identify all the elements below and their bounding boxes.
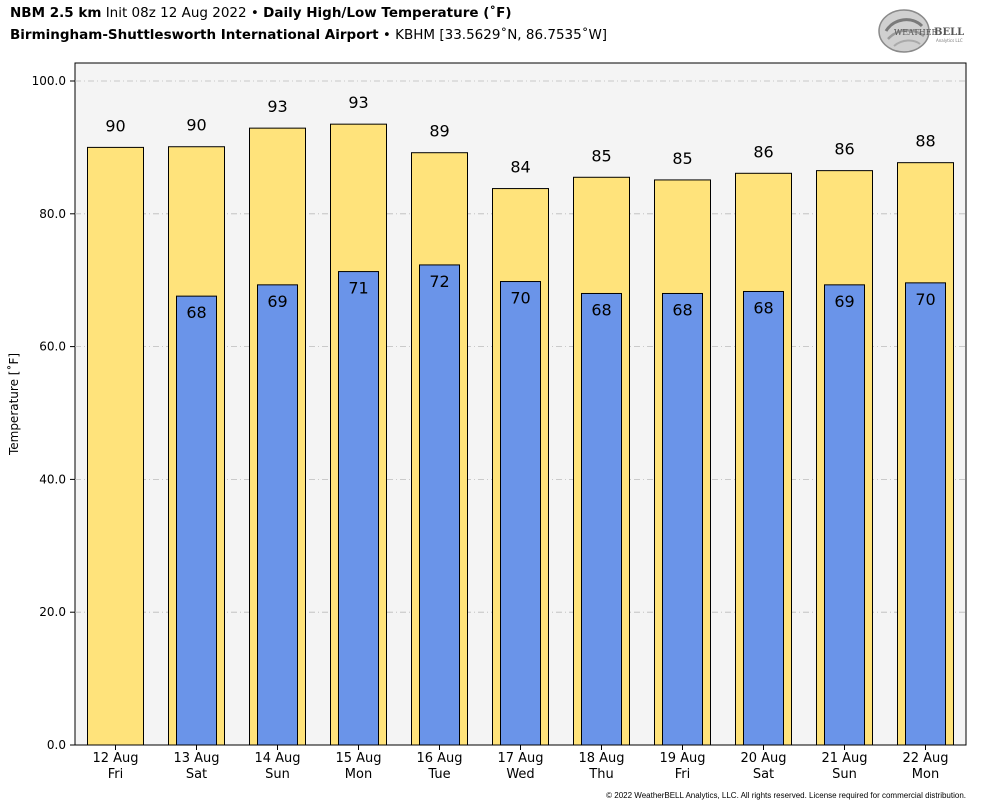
product-name: Daily High/Low Temperature (˚F)	[263, 5, 512, 21]
low-temp-label: 69	[834, 292, 854, 311]
station-info: KBHM [33.5629˚N, 86.7535˚W]	[395, 27, 608, 43]
low-temp-label: 70	[510, 289, 530, 308]
low-temp-label: 72	[429, 272, 449, 291]
bars	[87, 123, 954, 746]
x-tick-day: Fri	[675, 767, 691, 782]
y-tick-label: 0.0	[47, 738, 66, 752]
low-temp-bar	[500, 281, 541, 746]
x-tick-date: 12 Aug	[92, 751, 138, 766]
low-temp-bar	[824, 284, 865, 746]
weatherbell-logo: WEATHER BELL Analytics LLC	[878, 9, 964, 53]
low-temp-bar	[743, 290, 784, 746]
high-temp-label: 84	[510, 158, 530, 177]
high-temp-label: 93	[348, 93, 368, 112]
low-temp-bar	[581, 292, 622, 746]
high-temp-label: 90	[186, 116, 206, 135]
low-temp-label: 68	[672, 300, 692, 319]
low-temp-label: 71	[348, 279, 368, 298]
value-labels: 90 90 68 93 69 93 71 89 72 84 70 85 68 85 68 86 68 86 69 88…	[105, 93, 935, 322]
y-tick-label: 60.0	[39, 340, 66, 354]
x-tick-day: Sun	[265, 767, 290, 782]
low-temp-label: 70	[915, 290, 935, 309]
x-tick-date: 13 Aug	[173, 751, 219, 766]
station-line: Birmingham-Shuttlesworth International A…	[10, 27, 607, 43]
station-separator: •	[382, 27, 391, 43]
high-temp-label: 90	[105, 116, 125, 135]
x-tick-date: 21 Aug	[821, 751, 867, 766]
init-time: Init 08z 12 Aug 2022	[105, 5, 247, 21]
x-tick-day: Sat	[753, 767, 774, 782]
high-temp-label: 85	[672, 149, 692, 168]
x-tick-day: Sat	[186, 767, 207, 782]
x-tick-date: 22 Aug	[902, 751, 948, 766]
y-axis-label: Temperature [˚F]	[6, 353, 21, 456]
low-temp-bar	[905, 282, 946, 746]
low-temp-bar	[662, 292, 703, 746]
y-tick-label: 20.0	[39, 605, 66, 619]
x-tick-date: 19 Aug	[659, 751, 705, 766]
x-tick-day: Wed	[506, 767, 534, 782]
low-temp-bar	[176, 295, 217, 746]
high-temp-label: 89	[429, 122, 449, 141]
station-name: Birmingham-Shuttlesworth International A…	[10, 27, 379, 43]
model-name: NBM 2.5 km	[10, 5, 102, 21]
logo-text-main: WEATHER	[894, 28, 939, 37]
logo-text-accent: BELL	[934, 27, 964, 38]
x-tick-date: 16 Aug	[416, 751, 462, 766]
x-tick-day: Tue	[427, 767, 450, 782]
y-tick-label: 100.0	[32, 74, 66, 88]
high-temp-label: 85	[591, 146, 611, 165]
x-tick-date: 18 Aug	[578, 751, 624, 766]
chart-title-line: NBM 2.5 km Init 08z 12 Aug 2022 • Daily …	[10, 5, 512, 21]
title-separator: •	[250, 5, 259, 21]
high-temp-bar	[87, 146, 144, 746]
x-tick-day: Fri	[108, 767, 124, 782]
x-tick-date: 14 Aug	[254, 751, 300, 766]
low-temp-label: 69	[267, 292, 287, 311]
x-tick-day: Thu	[588, 767, 613, 782]
y-tick-label: 40.0	[39, 472, 66, 486]
logo-text-sub: Analytics LLC	[936, 38, 963, 43]
low-temp-label: 68	[186, 303, 206, 322]
x-tick-date: 15 Aug	[335, 751, 381, 766]
low-temp-label: 68	[753, 298, 773, 317]
low-temp-bar	[338, 271, 379, 746]
low-temp-bar	[257, 284, 298, 746]
high-temp-label: 93	[267, 97, 287, 116]
x-tick-date: 17 Aug	[497, 751, 543, 766]
x-tick-date: 20 Aug	[740, 751, 786, 766]
high-temp-label: 88	[915, 132, 935, 151]
y-axis: 0.0 20.0 40.0 60.0 80.0 100.0	[32, 74, 75, 752]
high-temp-label: 86	[834, 140, 854, 159]
copyright-footer: © 2022 WeatherBELL Analytics, LLC. All r…	[606, 791, 966, 800]
y-tick-label: 80.0	[39, 207, 66, 221]
x-tick-day: Mon	[912, 767, 939, 782]
high-temp-label: 86	[753, 142, 773, 161]
low-temp-label: 68	[591, 300, 611, 319]
x-tick-day: Mon	[345, 767, 372, 782]
x-tick-day: Sun	[832, 767, 857, 782]
low-temp-bar	[419, 264, 460, 746]
